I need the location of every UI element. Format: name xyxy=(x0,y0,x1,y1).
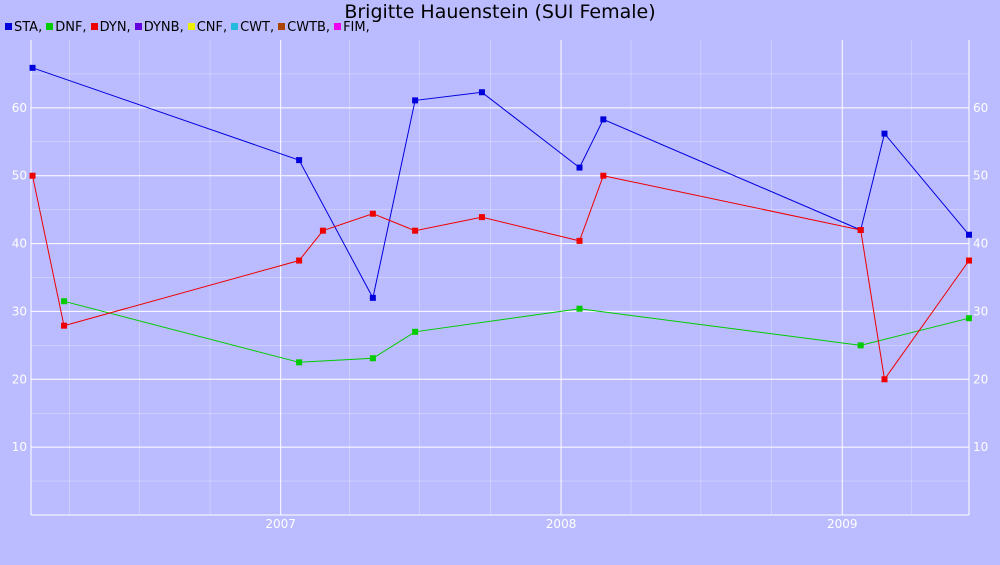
data-point xyxy=(412,97,419,104)
data-point xyxy=(600,116,607,123)
legend-label: CNF, xyxy=(196,20,228,35)
y-tick-label-left: 20 xyxy=(12,372,27,386)
tick-labels: 10 10 20 20 30 30 40 40 50 50 60 60 2007 2008 2009 xyxy=(12,101,989,531)
axes xyxy=(30,40,970,516)
data-point xyxy=(369,210,376,217)
data-point xyxy=(61,298,68,305)
data-point xyxy=(881,376,888,383)
y-tick-label-right: 30 xyxy=(973,304,988,318)
data-point xyxy=(296,157,303,164)
data-point xyxy=(61,322,68,329)
chart-title: Brigitte Hauenstein (SUI Female) xyxy=(344,1,656,23)
data-point xyxy=(881,130,888,137)
legend-item: CWT, xyxy=(231,20,274,35)
data-point xyxy=(412,328,419,335)
data-point xyxy=(478,214,485,221)
series-sta xyxy=(29,64,972,301)
x-tick-label: 2008 xyxy=(546,517,577,531)
legend-label: STA, xyxy=(14,20,43,35)
legend-swatch xyxy=(90,23,98,30)
legend-swatch xyxy=(231,23,239,30)
legend-item: DYNB, xyxy=(134,20,184,35)
legend-label: CWT, xyxy=(240,20,275,35)
data-point xyxy=(857,227,864,233)
legend-item: DYN, xyxy=(90,20,131,35)
data-point xyxy=(966,315,972,322)
legend-label: CWTB, xyxy=(287,20,331,35)
legend-label: DNF, xyxy=(55,20,87,35)
legend-swatch xyxy=(134,23,142,30)
y-tick-label-left: 10 xyxy=(12,440,27,454)
legend-swatch xyxy=(187,23,195,30)
legend-item: CNF, xyxy=(187,20,228,35)
data-point xyxy=(369,294,376,301)
data-point xyxy=(600,172,607,179)
y-tick-label-left: 50 xyxy=(12,169,27,183)
data-point xyxy=(857,342,864,349)
y-tick-label-left: 30 xyxy=(12,304,27,318)
data-point xyxy=(412,227,419,234)
series-line xyxy=(32,175,970,381)
legend-item: STA, xyxy=(5,20,42,35)
legend-label: DYN, xyxy=(99,20,131,35)
data-point xyxy=(369,355,376,362)
legend-swatch xyxy=(5,23,12,30)
series-dyn xyxy=(29,172,972,383)
series-layer xyxy=(29,64,972,383)
y-tick-label-left: 40 xyxy=(12,237,27,251)
y-tick-label-right: 20 xyxy=(973,372,988,386)
data-point xyxy=(576,305,583,312)
series-line xyxy=(32,67,970,300)
legend-swatch xyxy=(46,23,54,30)
x-tick-label: 2007 xyxy=(265,517,296,531)
x-tick-label: 2009 xyxy=(827,517,858,531)
data-point xyxy=(29,64,36,71)
major-grid xyxy=(31,40,969,515)
legend-item: FIM, xyxy=(334,20,370,35)
data-point xyxy=(966,231,972,238)
data-point xyxy=(29,172,36,179)
data-point xyxy=(576,237,583,244)
data-point xyxy=(576,164,583,171)
data-point xyxy=(296,359,303,366)
y-tick-label-right: 50 xyxy=(973,169,988,183)
data-point xyxy=(478,89,485,96)
y-tick-label-left: 60 xyxy=(12,101,27,115)
legend-swatch xyxy=(334,23,342,30)
data-point xyxy=(319,227,326,234)
series-line xyxy=(63,300,970,363)
legend: STA, DNF, DYN, DYNB, CNF, CWT, CWTB, FIM, xyxy=(5,20,374,35)
legend-item: CWTB, xyxy=(278,20,330,35)
data-point xyxy=(966,257,972,264)
legend-item: DNF, xyxy=(46,20,87,35)
legend-swatch xyxy=(278,23,286,30)
legend-label: DYNB, xyxy=(143,20,184,35)
y-tick-label-right: 60 xyxy=(973,101,988,115)
minor-grid xyxy=(31,40,969,515)
series-dnf xyxy=(61,298,972,366)
data-point xyxy=(296,257,303,264)
y-tick-label-right: 10 xyxy=(973,440,988,454)
y-tick-label-right: 40 xyxy=(973,237,988,251)
legend-label: FIM, xyxy=(343,20,370,35)
